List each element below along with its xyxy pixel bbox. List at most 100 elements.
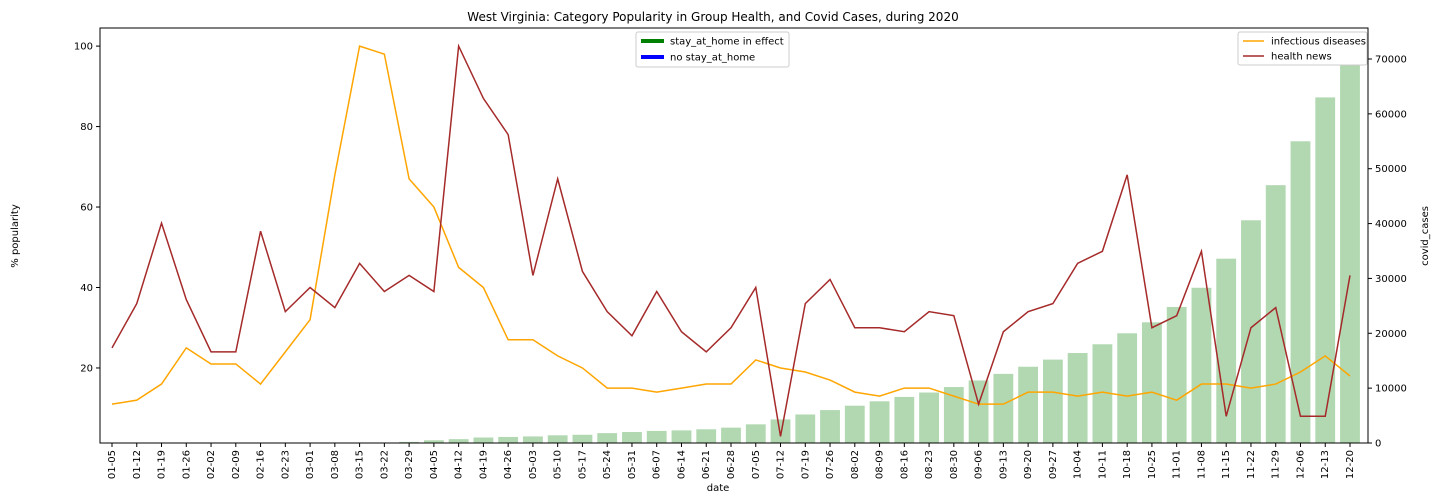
x-tick-label: 04-19 — [478, 450, 489, 479]
x-tick-label: 07-26 — [825, 450, 836, 479]
x-tick-label: 11-08 — [1196, 450, 1207, 479]
x-tick-label: 09-27 — [1048, 450, 1059, 479]
x-tick-label: 11-29 — [1271, 450, 1282, 479]
bar — [844, 405, 865, 443]
bar — [820, 410, 840, 443]
line — [111, 45, 1351, 405]
x-tick-label: 07-19 — [800, 450, 811, 479]
legend: infectious diseases health news — [1237, 31, 1368, 66]
x-tick-label: 01-19 — [157, 450, 168, 479]
bar — [1067, 353, 1088, 443]
x-tick-label: 11-01 — [1172, 450, 1183, 479]
x-tick-label: 12-13 — [1320, 450, 1331, 479]
x-tick-label: 03-01 — [305, 450, 316, 479]
y2-tick-label: 60000 — [1375, 109, 1407, 120]
x-tick-label: 01-12 — [132, 450, 143, 479]
x-tick-label: 11-15 — [1221, 450, 1232, 479]
x-tick-label: 05-03 — [528, 450, 539, 479]
x-tick-label: 06-14 — [676, 450, 687, 479]
x-tick-label: 08-09 — [875, 450, 886, 479]
bar — [795, 414, 816, 443]
y2-axis-label: covid_cases — [1420, 206, 1431, 266]
y-tick-label: 80 — [80, 122, 93, 133]
y2-tick-label: 0 — [1375, 439, 1381, 450]
bar — [1191, 287, 1212, 443]
plot-frame — [99, 27, 1369, 444]
x-tick-label: 09-06 — [974, 450, 985, 479]
x-tick-label: 02-09 — [231, 450, 242, 479]
y-tick-label: 40 — [80, 283, 93, 294]
x-tick-label: 08-30 — [949, 450, 960, 479]
y2-tick-label: 40000 — [1375, 219, 1407, 230]
x-tick-label: 07-12 — [776, 450, 787, 479]
x-tick-label: 08-23 — [924, 450, 935, 479]
bar — [1241, 220, 1261, 443]
bar — [399, 441, 420, 443]
bar — [869, 401, 890, 443]
bar — [696, 429, 717, 443]
y2-tick-label: 10000 — [1375, 384, 1407, 395]
bar — [943, 387, 964, 443]
bar — [1092, 344, 1113, 443]
x-tick-label: 09-20 — [1023, 450, 1034, 479]
bar — [547, 435, 568, 443]
bar — [671, 430, 692, 443]
bar — [1290, 141, 1311, 443]
line — [111, 43, 1351, 437]
legend-label: infectious diseases — [1271, 37, 1366, 48]
chart-title: West Virginia: Category Popularity in Gr… — [467, 10, 958, 24]
x-tick-label: 08-02 — [850, 450, 861, 479]
bar — [919, 392, 939, 443]
x-tick-label: 10-25 — [1147, 450, 1158, 479]
x-tick-label: 01-05 — [107, 450, 118, 479]
y-axis-label: % popularity — [10, 204, 21, 268]
x-tick-label: 10-11 — [1097, 450, 1108, 479]
x-tick-label: 03-22 — [379, 450, 390, 479]
x-tick-label: 03-29 — [404, 450, 415, 479]
x-tick-label: 06-21 — [701, 450, 712, 479]
bar — [423, 440, 444, 443]
x-tick-label: 04-12 — [454, 450, 465, 479]
y-tick-label: 20 — [80, 363, 93, 374]
y2-tick-label: 20000 — [1375, 329, 1407, 340]
x-tick-label: 06-28 — [726, 450, 737, 479]
legend-label: no stay_at_home — [670, 53, 755, 64]
x-tick-label: 12-06 — [1295, 450, 1306, 479]
bar — [448, 439, 469, 443]
x-tick-label: 04-05 — [429, 450, 440, 479]
bar — [1166, 306, 1187, 443]
x-tick-label: 05-31 — [627, 450, 638, 479]
legend-box — [635, 31, 790, 68]
x-tick-label: 08-16 — [899, 450, 910, 479]
bar — [523, 436, 543, 443]
bar — [993, 373, 1014, 443]
x-tick-label: 05-24 — [602, 450, 613, 479]
x-tick-label: 11-22 — [1246, 450, 1257, 479]
x-tick-label: 02-16 — [256, 450, 267, 479]
y-tick-label: 100 — [74, 42, 93, 53]
x-tick-label: 10-18 — [1122, 450, 1133, 479]
bar — [721, 427, 741, 443]
y-tick-label: 60 — [80, 203, 93, 214]
bar — [770, 419, 791, 443]
x-tick-label: 02-02 — [206, 450, 217, 479]
bar — [473, 437, 494, 443]
y2-tick-label: 30000 — [1375, 274, 1407, 285]
x-tick-label: 01-26 — [181, 450, 192, 479]
x-tick-label: 12-20 — [1345, 450, 1356, 479]
bar — [572, 434, 593, 443]
y2-tick-label: 50000 — [1375, 164, 1407, 175]
y2-tick-label: 70000 — [1375, 54, 1407, 65]
bar — [1315, 97, 1336, 444]
bar — [1018, 366, 1039, 443]
bar — [968, 380, 989, 443]
x-tick-label: 03-08 — [330, 450, 341, 479]
x-tick-label: 02-23 — [280, 450, 291, 479]
bar — [498, 436, 519, 443]
x-tick-label: 07-05 — [751, 450, 762, 479]
x-tick-label: 05-17 — [577, 450, 588, 479]
bar — [1042, 359, 1063, 443]
bar — [1265, 185, 1286, 443]
bar — [622, 432, 642, 443]
